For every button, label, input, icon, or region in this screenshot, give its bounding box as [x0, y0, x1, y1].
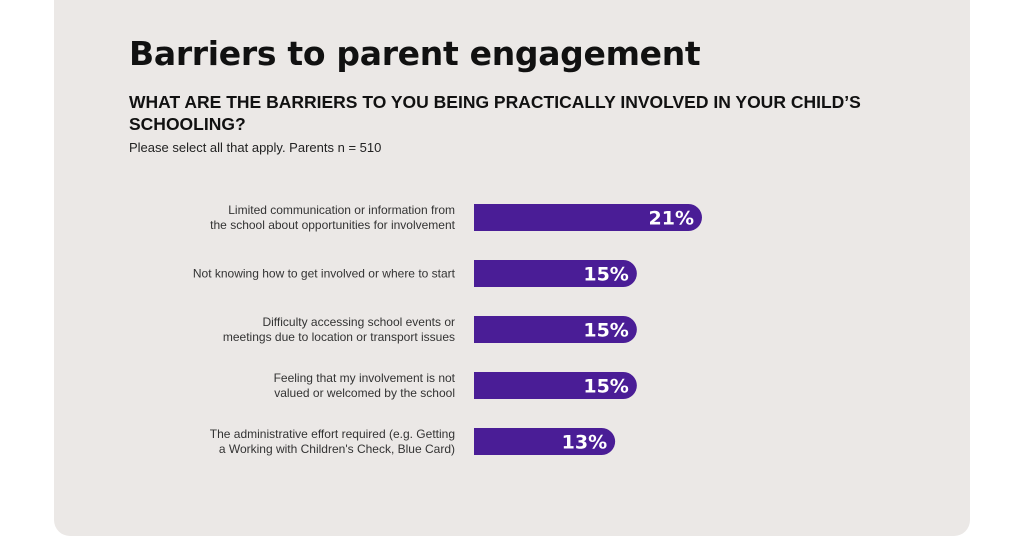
bar-3 — [474, 316, 637, 343]
category-label-3-line-1: Difficulty accessing school events or — [262, 315, 455, 329]
value-label-1: 21% — [649, 208, 694, 230]
value-label-2: 15% — [583, 264, 628, 286]
value-label-5: 13% — [562, 432, 607, 454]
bar-2 — [474, 260, 637, 287]
bar-5 — [474, 428, 616, 455]
category-label-5-line-1: The administrative effort required (e.g.… — [210, 427, 455, 441]
category-label-2-line-1: Not knowing how to get involved or where… — [193, 267, 456, 281]
bar-1 — [474, 204, 702, 231]
bar-4 — [474, 372, 637, 399]
category-label-4-line-2: valued or welcomed by the school — [274, 386, 455, 400]
chart-title: Barriers to parent engagement — [129, 34, 701, 73]
sample-note: Please select all that apply. Parents n … — [129, 140, 382, 155]
category-label-3-line-2: meetings due to location or transport is… — [223, 330, 455, 344]
value-label-3: 15% — [583, 320, 628, 342]
category-label-4-line-1: Feeling that my involvement is not — [274, 371, 456, 385]
category-label-1-line-1: Limited communication or information fro… — [228, 203, 455, 217]
category-label-1-line-2: the school about opportunities for invol… — [210, 218, 455, 232]
survey-question: WHAT ARE THE BARRIERS TO YOU BEING PRACT… — [129, 92, 861, 134]
value-label-4: 15% — [583, 376, 628, 398]
category-label-5-line-2: a Working with Children's Check, Blue Ca… — [219, 442, 455, 456]
